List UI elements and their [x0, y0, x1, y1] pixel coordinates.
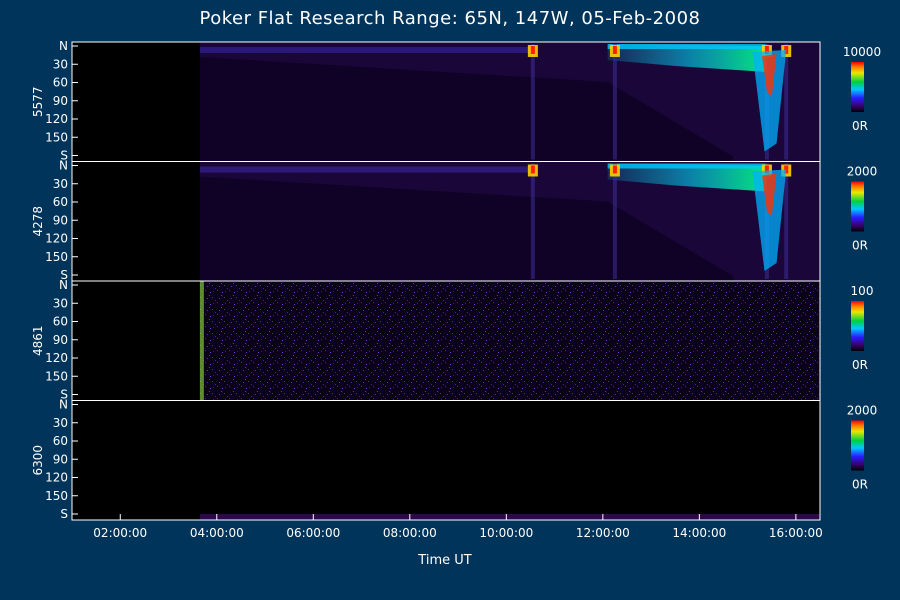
y-tick-label: 60 [53, 434, 68, 448]
colorbar [851, 62, 864, 112]
colorbar-min-label: 0R [852, 119, 868, 133]
y-tick-label: 60 [53, 315, 68, 329]
north-band [199, 166, 531, 173]
y-tick-label: S [60, 268, 68, 282]
y-tick-label: 30 [53, 416, 68, 430]
x-tick-label: 16:00:00 [769, 526, 823, 540]
data-onset-edge [199, 281, 204, 401]
event-burst-core [612, 46, 617, 54]
north-band [199, 47, 531, 53]
colorbar-min-label: 0R [852, 239, 868, 253]
panel-6300: N 30 60 90 120 150 S 6300 2000 0R [31, 398, 877, 522]
panel-background [72, 400, 820, 520]
y-tick-label: 90 [53, 333, 68, 347]
x-tick-label: 02:00:00 [93, 526, 147, 540]
panel-label: 4278 [31, 206, 45, 237]
colorbar-min-label: 0R [852, 358, 868, 372]
y-tick-label: N [59, 398, 68, 412]
y-tick-label: N [59, 39, 68, 53]
substorm-core [762, 173, 777, 217]
panel-label: 5577 [31, 86, 45, 117]
colorbar [851, 181, 864, 232]
colorbar-min-label: 0R [852, 478, 868, 492]
event-burst-core [764, 46, 769, 54]
x-tick-label: 12:00:00 [576, 526, 630, 540]
x-tick-label: 06:00:00 [286, 526, 340, 540]
y-tick-label: 150 [45, 130, 68, 144]
aurora-arc [607, 163, 767, 192]
dark-region [199, 57, 734, 162]
event-burst-core [764, 165, 769, 174]
y-tick-label: 120 [45, 112, 68, 126]
panel-label: 6300 [31, 445, 45, 476]
y-tick-label: 120 [45, 232, 68, 246]
event-burst-core [612, 165, 617, 174]
colorbar [851, 301, 864, 351]
y-tick-label: 150 [45, 369, 68, 383]
y-tick-label: S [60, 507, 68, 521]
panel-frame [71, 400, 821, 521]
event-line [612, 44, 617, 160]
colorbar-max-label: 100 [851, 284, 874, 298]
data-region [199, 514, 821, 520]
panel-4861: N 30 60 90 120 150 S 4861 100 0R [31, 278, 873, 402]
y-tick-label: S [60, 388, 68, 402]
colorbar [851, 420, 864, 471]
x-tick-label: 14:00:00 [672, 526, 726, 540]
aurora-arc [607, 44, 767, 72]
y-tick-label: 150 [45, 250, 68, 264]
substorm-core [762, 54, 777, 97]
y-tick-label: 60 [53, 76, 68, 90]
event-burst-core [530, 46, 535, 54]
aurora-arc-edge [607, 163, 767, 169]
chart-title: Poker Flat Research Range: 65N, 147W, 05… [199, 8, 701, 29]
colorbar-max-label: 2000 [847, 404, 878, 418]
y-tick-label: N [59, 278, 68, 292]
y-tick-label: 90 [53, 213, 68, 227]
x-tick-label: 04:00:00 [190, 526, 244, 540]
y-tick-label: 30 [53, 296, 68, 310]
y-tick-label: N [59, 159, 68, 173]
event-line [784, 44, 789, 160]
panel-label: 4861 [31, 325, 45, 356]
x-tick-label: 10:00:00 [479, 526, 533, 540]
substorm-region [752, 169, 787, 271]
event-line [612, 163, 617, 279]
event-burst-core [530, 165, 535, 174]
x-tick-label: 08:00:00 [383, 526, 437, 540]
y-tick-label: S [60, 149, 68, 163]
colorbar-max-label: 10000 [843, 45, 881, 59]
y-tick-label: 30 [53, 177, 68, 191]
aurora-arc-edge [607, 44, 767, 49]
event-line [530, 44, 535, 160]
event-line [784, 163, 789, 279]
y-tick-label: 150 [45, 489, 68, 503]
panel-4278: N 30 60 90 120 150 S 4278 2000 0R [31, 159, 877, 283]
y-tick-label: 30 [53, 57, 68, 71]
substorm-region [752, 50, 787, 152]
y-tick-label: 90 [53, 452, 68, 466]
y-tick-label: 120 [45, 351, 68, 365]
y-tick-label: 120 [45, 471, 68, 485]
data-region [199, 281, 821, 401]
x-axis-label: Time UT [418, 553, 472, 568]
colorbar-max-label: 2000 [847, 165, 878, 179]
panel-5577: N 30 60 90 120 150 S 5577 10000 0R [31, 39, 881, 163]
dark-region [199, 176, 734, 281]
y-tick-label: 90 [53, 94, 68, 108]
y-tick-label: 60 [53, 195, 68, 209]
event-line [530, 163, 535, 279]
